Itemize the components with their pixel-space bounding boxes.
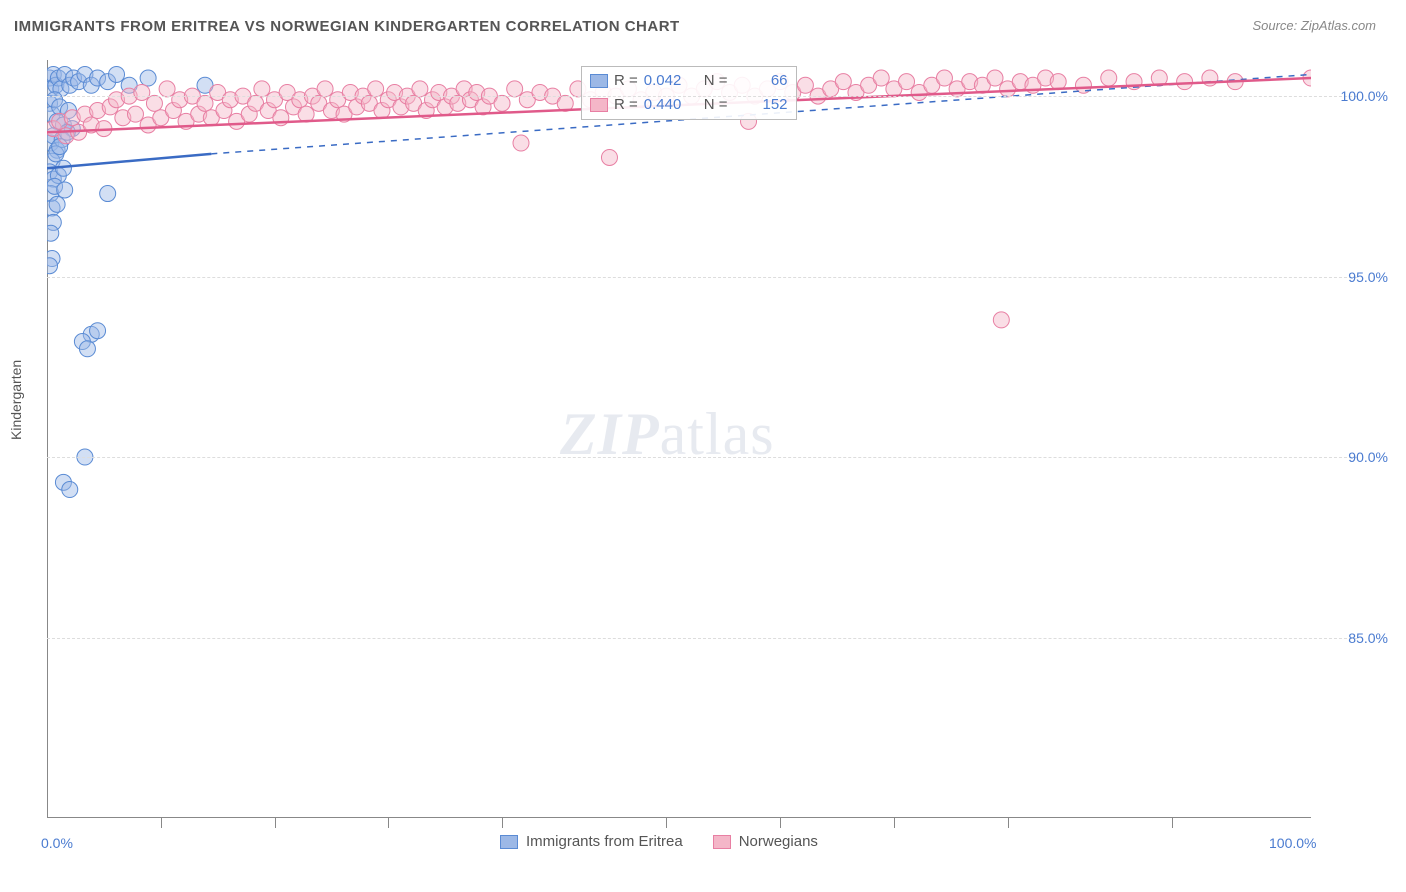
ytick-label: 100.0% — [1341, 88, 1388, 104]
scatter-point — [197, 95, 213, 111]
scatter-point — [159, 81, 175, 97]
scatter-point — [57, 182, 73, 198]
scatter-point — [601, 149, 617, 165]
scatter-point — [987, 70, 1003, 86]
scatter-point — [109, 66, 125, 82]
scatter-point — [899, 74, 915, 90]
scatter-point — [513, 135, 529, 151]
scatter-point — [47, 225, 59, 241]
xtick — [275, 818, 276, 828]
scatter-point — [100, 186, 116, 202]
scatter-point — [797, 77, 813, 93]
gridline-h — [47, 457, 1357, 458]
scatter-point — [507, 81, 523, 97]
xtick — [894, 818, 895, 828]
scatter-point — [993, 312, 1009, 328]
scatter-point — [62, 482, 78, 498]
bottom-legend-swatch-1 — [713, 835, 731, 849]
scatter-point — [146, 95, 162, 111]
scatter-point — [835, 74, 851, 90]
bottom-legend-swatch-0 — [500, 835, 518, 849]
xtick — [780, 818, 781, 828]
scatter-point — [140, 70, 156, 86]
scatter-point — [79, 341, 95, 357]
xtick — [388, 818, 389, 828]
bottom-legend-label-0: Immigrants from Eritrea — [526, 833, 683, 850]
scatter-point — [412, 81, 428, 97]
scatter-point — [49, 196, 65, 212]
trend-line — [47, 154, 211, 168]
chart-svg — [47, 60, 1311, 818]
xtick-label: 0.0% — [41, 835, 73, 851]
ytick-label: 85.0% — [1348, 630, 1388, 646]
scatter-point — [254, 81, 270, 97]
scatter-point — [317, 81, 333, 97]
legend-n-label-0: N = — [704, 69, 728, 93]
legend-row-eritrea: R = 0.042 N = 66 — [590, 69, 788, 93]
correlation-legend: R = 0.042 N = 66 R = 0.440 N = 152 — [581, 66, 797, 120]
chart-title: IMMIGRANTS FROM ERITREA VS NORWEGIAN KIN… — [14, 18, 680, 35]
scatter-point — [127, 106, 143, 122]
scatter-point — [368, 81, 384, 97]
bottom-legend-item-1: Norwegians — [713, 833, 818, 850]
scatter-point — [873, 70, 889, 86]
y-axis-label: Kindergarten — [8, 360, 24, 440]
xtick — [1008, 818, 1009, 828]
scatter-point — [936, 70, 952, 86]
scatter-point — [1177, 74, 1193, 90]
scatter-point — [134, 84, 150, 100]
scatter-point — [1050, 74, 1066, 90]
scatter-point — [494, 95, 510, 111]
xtick — [666, 818, 667, 828]
xtick-label: 100.0% — [1269, 835, 1316, 851]
scatter-point — [1101, 70, 1117, 86]
ytick-label: 95.0% — [1348, 269, 1388, 285]
bottom-legend: Immigrants from Eritrea Norwegians — [500, 833, 818, 850]
gridline-h — [47, 277, 1357, 278]
xtick — [1172, 818, 1173, 828]
bottom-legend-label-1: Norwegians — [739, 833, 818, 850]
source-label: Source: ZipAtlas.com — [1252, 18, 1376, 33]
legend-r-value-0: 0.042 — [644, 69, 698, 93]
ytick-label: 90.0% — [1348, 449, 1388, 465]
xtick — [161, 818, 162, 828]
gridline-h — [47, 96, 1357, 97]
scatter-point — [90, 323, 106, 339]
gridline-h — [47, 638, 1357, 639]
legend-swatch-eritrea — [590, 74, 608, 88]
legend-n-value-0: 66 — [734, 69, 788, 93]
legend-swatch-norwegians — [590, 98, 608, 112]
legend-r-label-0: R = — [614, 69, 638, 93]
bottom-legend-item-0: Immigrants from Eritrea — [500, 833, 683, 850]
xtick — [502, 818, 503, 828]
